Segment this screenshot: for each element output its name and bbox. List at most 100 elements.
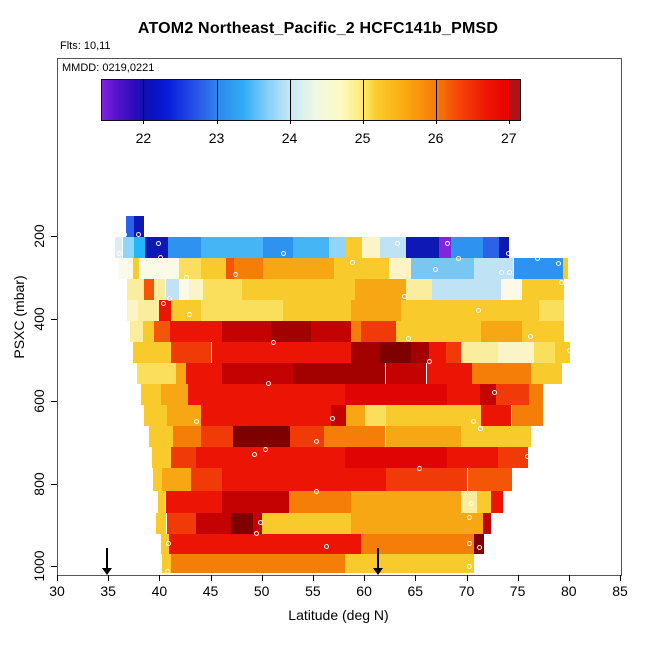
data-point-marker xyxy=(476,307,482,313)
y-axis-tick xyxy=(51,236,57,237)
heatmap-cell xyxy=(234,258,263,279)
heatmap-cell xyxy=(145,237,168,258)
heatmap-cell xyxy=(167,237,202,258)
heatmap-cell xyxy=(159,299,171,321)
x-axis-tick xyxy=(620,575,621,581)
heatmap-cell xyxy=(162,553,171,573)
heatmap-cell xyxy=(400,299,540,321)
heatmap-cell xyxy=(129,320,143,342)
colorbar-tick-label: 23 xyxy=(208,130,225,146)
heatmap-cell xyxy=(170,553,345,573)
heatmap-cell xyxy=(331,404,346,426)
x-axis-tick xyxy=(568,575,570,581)
heatmap-cell xyxy=(161,534,169,554)
heatmap-cell xyxy=(501,279,522,300)
heatmap-cell xyxy=(473,534,484,554)
heatmap-cell xyxy=(385,425,462,447)
data-point-marker xyxy=(467,514,472,520)
colorbar-tick xyxy=(508,79,510,124)
data-point-marker xyxy=(467,541,472,547)
heatmap-cell xyxy=(149,425,173,447)
heatmap-cell xyxy=(471,362,531,384)
data-point-marker xyxy=(469,501,474,507)
data-point-marker xyxy=(455,256,461,262)
y-axis-tick-label: 1000 xyxy=(31,550,47,582)
mmdd-label: MMDD: 0219,0221 xyxy=(62,62,155,74)
heatmap-cell xyxy=(152,447,171,468)
heatmap-cell xyxy=(270,320,311,342)
heatmap-cell xyxy=(362,237,381,258)
heatmap-cell xyxy=(554,341,570,363)
heatmap-cell xyxy=(136,362,176,384)
data-point-marker xyxy=(491,390,497,396)
heatmap-cell xyxy=(344,553,474,573)
data-point-marker xyxy=(416,465,422,471)
chart-title: ATOM2 Northeast_Pacific_2 HCFC141b_PMSD xyxy=(137,20,499,37)
heatmap-cell xyxy=(125,216,134,237)
heatmap-cell xyxy=(168,534,361,554)
heatmap-cell xyxy=(385,362,427,384)
heatmap-cell xyxy=(344,237,362,258)
heatmap-cell xyxy=(534,341,555,363)
heatmap-cell xyxy=(411,258,474,279)
heatmap-cell xyxy=(350,513,483,534)
heatmap-cell xyxy=(426,362,472,384)
x-axis-tick-label: 60 xyxy=(356,583,372,599)
heatmap-cell xyxy=(380,341,412,363)
heatmap-cell xyxy=(161,383,188,405)
heatmap-cell xyxy=(172,425,202,447)
heatmap-cell xyxy=(521,279,564,300)
data-point-marker xyxy=(528,334,534,340)
x-axis-tick-label: 55 xyxy=(305,583,321,599)
heatmap-cell xyxy=(406,279,432,300)
data-point-marker xyxy=(567,348,573,354)
y-axis-tick-label: 200 xyxy=(31,224,47,248)
heatmap-cell xyxy=(221,491,290,513)
heatmap-cell xyxy=(225,258,235,279)
y-axis-tick xyxy=(51,566,57,567)
heatmap-cell xyxy=(293,362,386,384)
heatmap-cell xyxy=(562,258,568,279)
heatmap-cell xyxy=(479,383,497,405)
heatmap-cell xyxy=(461,425,531,447)
heatmap-cell xyxy=(482,237,500,258)
data-point-marker xyxy=(263,446,269,452)
heatmap-cell xyxy=(132,341,171,363)
heatmap-cell xyxy=(385,404,481,426)
heatmap-cell xyxy=(293,237,330,258)
heatmap-cell xyxy=(447,447,499,468)
heatmap-cell xyxy=(467,468,512,492)
heatmap-cell xyxy=(406,237,439,258)
data-point-marker xyxy=(478,425,484,431)
data-point-marker xyxy=(427,358,433,364)
heatmap-cell xyxy=(201,258,226,279)
heatmap-cell xyxy=(461,491,477,513)
heatmap-cell xyxy=(262,258,335,279)
x-axis-tick-label: 65 xyxy=(407,583,424,599)
heatmap-cell xyxy=(491,491,504,513)
heatmap-cell xyxy=(158,491,166,513)
x-axis-tick-label: 30 xyxy=(49,583,65,599)
x-axis-tick xyxy=(159,575,161,581)
heatmap-cell xyxy=(499,237,510,258)
heatmap-cell xyxy=(126,279,144,300)
data-point-marker xyxy=(116,251,122,257)
colorbar-tick-label: 24 xyxy=(281,130,298,146)
heatmap-cell xyxy=(201,299,284,321)
heatmap-cell xyxy=(233,425,291,447)
x-axis-tick-label: 35 xyxy=(100,583,116,599)
heatmap-cell xyxy=(175,362,186,384)
heatmap-cell xyxy=(153,468,163,492)
heatmap-cell xyxy=(498,341,534,363)
heatmap-cell xyxy=(189,279,204,300)
heatmap-cell xyxy=(365,404,386,426)
heatmap-cell xyxy=(201,237,263,258)
heatmap-cell xyxy=(380,237,406,258)
data-point-marker xyxy=(556,260,562,266)
heatmap-cell xyxy=(290,425,325,447)
flight-arrow xyxy=(106,548,109,569)
heatmap-cell xyxy=(528,383,544,405)
heatmap-cell xyxy=(143,320,155,342)
heatmap-cell xyxy=(138,258,179,279)
